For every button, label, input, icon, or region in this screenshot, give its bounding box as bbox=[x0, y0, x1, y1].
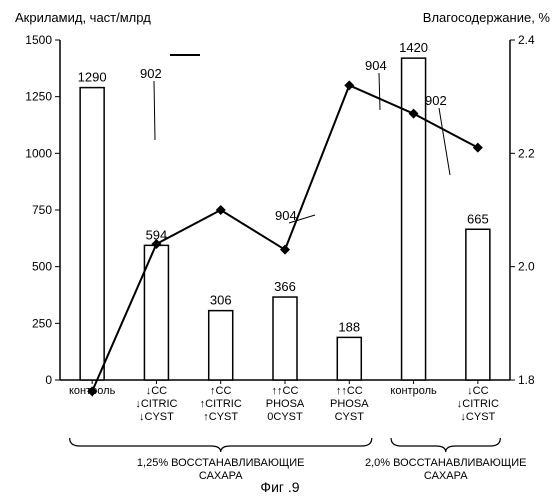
bar-value-label: 1290 bbox=[78, 70, 107, 85]
y-left-tick-label: 1000 bbox=[25, 146, 52, 160]
y-left-tick-label: 750 bbox=[32, 203, 52, 217]
category-label: 0CYST bbox=[267, 411, 303, 423]
category-label: ↑CYST bbox=[203, 411, 238, 423]
group-label: 1,25% ВОССТАНАВЛИВАЮЩИЕ bbox=[137, 457, 305, 469]
group-label: САХАРА bbox=[424, 470, 468, 482]
category-label: ↑↑CC bbox=[272, 385, 299, 397]
y-right-tick-label: 2.4 bbox=[518, 33, 535, 47]
bar bbox=[402, 58, 426, 380]
bar-value-label: 1420 bbox=[399, 40, 428, 55]
bar-value-label: 665 bbox=[467, 211, 489, 226]
category-label: ↓CYST bbox=[460, 411, 495, 423]
category-label: ↑↑CC bbox=[336, 385, 363, 397]
category-label: PHOSA bbox=[266, 398, 305, 410]
group-label: 2,0% ВОССТАНАВЛИВАЮЩИЕ bbox=[365, 457, 526, 469]
category-label: ↑CC bbox=[210, 385, 231, 397]
chart-container: Акриламид, част/млрд Влагосодержание, % 0 2… bbox=[0, 0, 560, 500]
category-label: ↓CITRIC bbox=[135, 398, 177, 410]
bar-value-label: 306 bbox=[210, 293, 232, 308]
y-right-tick-label: 1.8 bbox=[518, 373, 535, 387]
chart-svg: Акриламид, част/млрд Влагосодержание, % 0 2… bbox=[0, 0, 560, 500]
y-left-tick-label: 250 bbox=[32, 316, 52, 330]
category-label: ↓CITRIC bbox=[457, 398, 499, 410]
category-label: контроль bbox=[390, 385, 437, 397]
bar-value-label: 188 bbox=[338, 319, 360, 334]
category-label: ↓CC bbox=[146, 385, 167, 397]
category-label: ↑CITRIC bbox=[200, 398, 242, 410]
category-label: ↓CC bbox=[467, 385, 488, 397]
y-left-tick-label: 500 bbox=[32, 260, 52, 274]
category-label: контроль bbox=[69, 385, 116, 397]
y-left-tick-label: 1500 bbox=[25, 33, 52, 47]
bar bbox=[273, 297, 297, 380]
bar bbox=[466, 229, 490, 380]
bar bbox=[209, 311, 233, 380]
y-right-title: Влагосодержание, % bbox=[423, 10, 551, 25]
y-left-tick-label: 0 bbox=[45, 373, 52, 387]
group-label: САХАРА bbox=[199, 470, 243, 482]
category-label: ↓CYST bbox=[139, 411, 174, 423]
category-label: PHOSA bbox=[330, 398, 369, 410]
bar bbox=[80, 88, 104, 380]
callout-label: 904 bbox=[275, 208, 297, 223]
y-right-tick-label: 2.2 bbox=[518, 146, 535, 160]
bar bbox=[337, 337, 361, 380]
callout-label: 902 bbox=[425, 93, 447, 108]
y-left-title: Акриламид, част/млрд bbox=[15, 10, 151, 25]
figure-label: Фиг .9 bbox=[260, 479, 299, 495]
callout-label: 904 bbox=[365, 58, 387, 73]
callout-label: 902 bbox=[140, 66, 162, 81]
category-label: CYST bbox=[335, 411, 365, 423]
y-left-tick-label: 1250 bbox=[25, 90, 52, 104]
bar-value-label: 366 bbox=[274, 279, 296, 294]
y-right-tick-label: 2.0 bbox=[518, 260, 535, 274]
